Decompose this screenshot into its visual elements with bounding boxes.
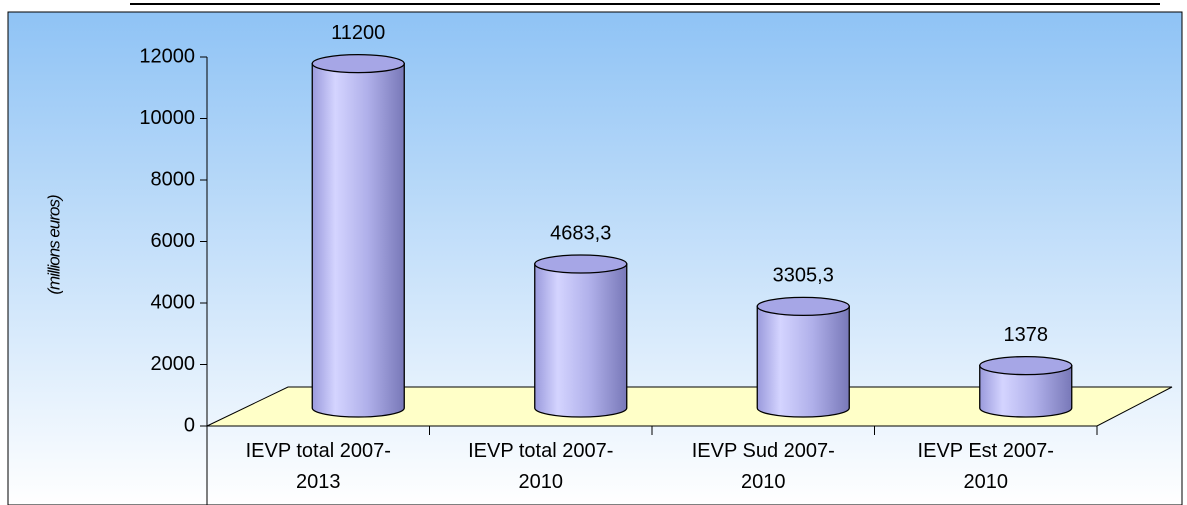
bar-top	[756, 296, 850, 317]
x-tick-label: IEVP Est 2007-2010	[917, 440, 1054, 493]
y-tick-label: 0	[184, 414, 195, 436]
bar	[534, 254, 628, 418]
y-tick-label: 4000	[151, 291, 196, 313]
y-tick-label: 12000	[139, 45, 195, 67]
bar-top	[311, 53, 405, 74]
value-label: 11200	[331, 22, 385, 44]
x-tick-label: IEVP total 2007-2010	[468, 440, 614, 493]
x-tick-label-box: IEVP Est 2007-2010	[917, 440, 1054, 493]
x-tick-label: IEVP Sud 2007-2010	[691, 440, 835, 493]
y-tick-label: 6000	[151, 230, 196, 252]
bar	[311, 53, 405, 418]
value-label: 1378	[1004, 324, 1049, 346]
bar-body	[534, 263, 628, 418]
x-tick-label-box: IEVP Sud 2007-2010	[691, 440, 835, 493]
x-tick-label-box: IEVP total 2007-2013	[245, 440, 391, 493]
y-axis-label: (millions euros)	[44, 195, 63, 295]
value-label: 3305,3	[773, 265, 834, 287]
bar	[979, 355, 1073, 418]
bar-top	[979, 355, 1073, 376]
bar	[756, 296, 850, 418]
bar-body	[756, 305, 850, 418]
x-tick-label: IEVP total 2007-2013	[245, 440, 391, 493]
y-tick-label: 8000	[151, 168, 196, 190]
bar-top	[534, 254, 628, 274]
value-label: 4683,3	[550, 222, 611, 244]
y-tick-label: 2000	[151, 353, 196, 375]
y-tick-label: 10000	[139, 107, 195, 129]
bar-body	[979, 364, 1073, 418]
bar-body	[311, 62, 405, 418]
x-tick-label-box: IEVP total 2007-2010	[468, 440, 614, 493]
